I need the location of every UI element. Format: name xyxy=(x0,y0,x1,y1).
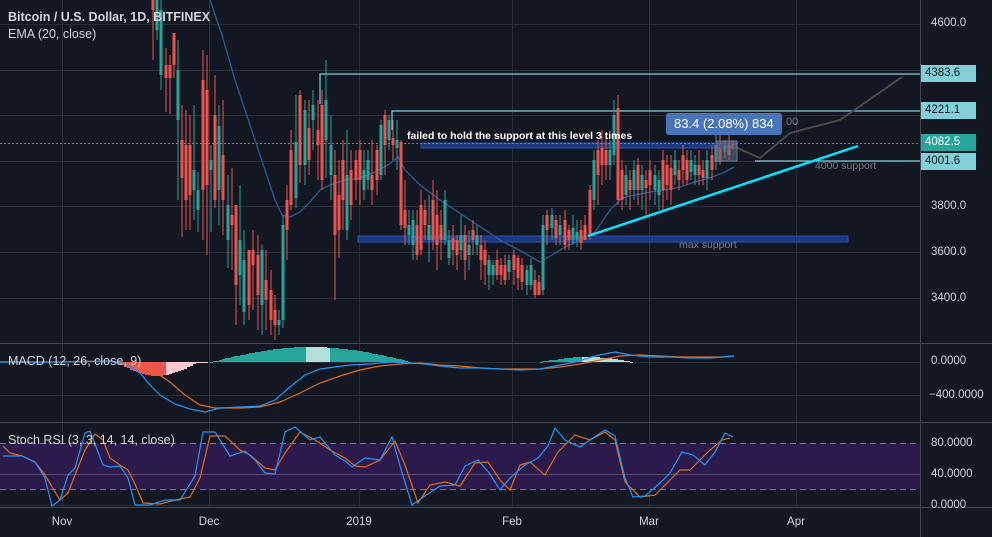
macd-tick: −400.0000 xyxy=(929,389,984,401)
macd-signal-line xyxy=(0,354,735,409)
stoch-pane[interactable] xyxy=(0,426,920,508)
projection-path[interactable] xyxy=(732,76,903,160)
max-support-note[interactable]: max support xyxy=(679,239,737,251)
level-tag-4221: 4221.1 xyxy=(921,102,976,119)
macd-tick: 0.0000 xyxy=(931,355,967,367)
time-tick-2019: 2019 xyxy=(346,516,372,528)
price-tick: 3600.0 xyxy=(931,246,967,258)
measure-badge[interactable]: 83.4 (2.08%) 834 xyxy=(666,113,782,135)
measure-box[interactable] xyxy=(715,140,738,162)
stoch-band xyxy=(0,443,920,489)
time-tick-apr: Apr xyxy=(787,516,805,528)
price-tick: 3800.0 xyxy=(931,200,967,212)
macd-histogram xyxy=(115,347,633,376)
time-tick-feb: Feb xyxy=(502,516,522,528)
price-tick: 3400.0 xyxy=(931,292,967,304)
level-lines[interactable] xyxy=(319,73,920,162)
level-tag-4383: 4383.6 xyxy=(921,65,976,82)
grid xyxy=(0,0,920,507)
price-pane[interactable] xyxy=(0,0,920,340)
support-4000-note[interactable]: 4000 support xyxy=(815,160,877,172)
stoch-tick: 0.0000 xyxy=(931,499,967,511)
stoch-tick: 80.0000 xyxy=(931,437,973,449)
macd-pane[interactable] xyxy=(0,347,735,413)
time-tick-nov: Nov xyxy=(51,516,73,528)
ascending-trendline[interactable] xyxy=(587,144,859,238)
stoch-k-line xyxy=(3,426,734,508)
time-tick-dec: Dec xyxy=(198,516,220,528)
candlesticks[interactable] xyxy=(151,0,735,340)
price-tick: 4600.0 xyxy=(931,17,967,29)
macd-line xyxy=(0,351,735,413)
stoch-d-line xyxy=(2,431,731,505)
max-support-zone[interactable] xyxy=(357,235,849,243)
failed-support-note[interactable]: failed to hold the support at this level… xyxy=(407,130,633,142)
time-tick-mar: Mar xyxy=(639,516,659,528)
level-4221 xyxy=(391,110,920,130)
level-tag-4001: 4001.6 xyxy=(921,153,976,170)
measure-tail-note: 00 xyxy=(786,116,799,128)
level-4383 xyxy=(319,73,920,104)
current-price-tag: 4082.5 xyxy=(921,134,976,151)
stoch-tick: 40.0000 xyxy=(931,468,973,480)
